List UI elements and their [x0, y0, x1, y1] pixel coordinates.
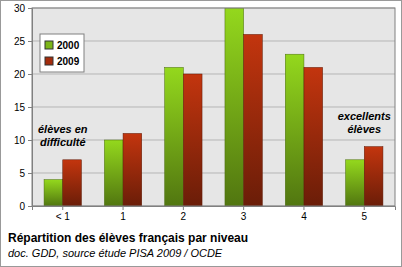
plot-frame [32, 8, 395, 206]
y-tick: 25 [14, 36, 32, 47]
bar [165, 67, 184, 206]
grid-line [32, 140, 395, 141]
y-tick: 15 [14, 102, 32, 113]
y-axis: 0 5 10 15 20 25 30 [14, 3, 33, 212]
x-tick-label: 1 [120, 211, 126, 222]
y-axis-line [28, 9, 33, 207]
y-tick-mark [28, 8, 32, 9]
bars [44, 8, 383, 206]
bar [225, 8, 244, 206]
y-tick: 20 [14, 69, 32, 80]
bar [104, 140, 123, 206]
y-tick-label: 10 [14, 135, 26, 146]
bar [304, 67, 323, 206]
y-tick: 10 [14, 135, 32, 146]
x-axis-line [33, 207, 396, 211]
subtitle: doc. GDD, source étude PISA 2009 / OCDE [8, 247, 223, 259]
x-tick: < 1 [56, 206, 71, 222]
y-tick-mark [28, 206, 32, 207]
y-tick-label: 0 [19, 201, 25, 212]
legend-label: 2000 [57, 40, 80, 51]
annotation: excellentsélèves [338, 110, 391, 135]
x-tick-mark [364, 206, 365, 210]
x-tick-mark [123, 206, 124, 210]
title: Répartition des élèves français par nive… [8, 231, 248, 245]
x-tick: 2 [181, 206, 187, 222]
y-tick-label: 15 [14, 102, 26, 113]
y-tick-label: 30 [14, 3, 26, 14]
y-tick-mark [28, 173, 32, 174]
x-tick-mark [183, 206, 184, 210]
plot-background [32, 8, 395, 206]
annotation: élèves endifficulté [38, 123, 88, 148]
legend-swatch [45, 41, 53, 49]
x-tick-label: < 1 [56, 211, 71, 222]
y-tick: 5 [19, 168, 32, 179]
x-tick-mark [243, 206, 244, 210]
legend-box [40, 34, 84, 72]
grid-line [32, 74, 395, 75]
y-tick-label: 25 [14, 36, 26, 47]
y-tick-mark [28, 74, 32, 75]
annotations: élèves endifficulté excellentsélèves [38, 110, 391, 148]
outer-border [1, 1, 402, 267]
legend-label: 2009 [57, 56, 80, 67]
bar [44, 180, 63, 206]
y-tick-mark [28, 107, 32, 108]
y-tick-mark [28, 140, 32, 141]
x-tick: 3 [241, 206, 247, 222]
x-tick: 4 [301, 206, 307, 222]
x-axis: < 1 1 2 3 4 5 [33, 206, 396, 222]
grid [32, 8, 395, 206]
x-tick: 5 [361, 206, 367, 222]
x-tick-label: 4 [301, 211, 307, 222]
x-tick-label: 3 [241, 211, 247, 222]
grid-line [32, 41, 395, 42]
grid-line [32, 107, 395, 108]
legend-swatch [45, 57, 53, 65]
legend: 2000 2009 [40, 34, 84, 72]
bar [244, 34, 263, 206]
y-tick: 0 [19, 201, 32, 212]
bar [285, 54, 304, 206]
bar [123, 133, 142, 206]
bar [183, 74, 202, 206]
x-tick-label: 2 [181, 211, 187, 222]
bar [63, 160, 82, 206]
bar [346, 160, 365, 206]
x-tick-label: 5 [361, 211, 367, 222]
y-tick: 30 [14, 3, 32, 14]
y-tick-label: 5 [19, 168, 25, 179]
chart: 0 5 10 15 20 25 30 < 1 1 2 3 4 5 2000 2009 élèves endif… [0, 0, 402, 267]
grid-line [32, 173, 395, 174]
bar [364, 147, 383, 206]
x-tick-mark [62, 206, 63, 210]
y-tick-mark [28, 41, 32, 42]
y-tick-label: 20 [14, 69, 26, 80]
x-tick: 1 [120, 206, 126, 222]
x-tick-mark [303, 206, 304, 210]
